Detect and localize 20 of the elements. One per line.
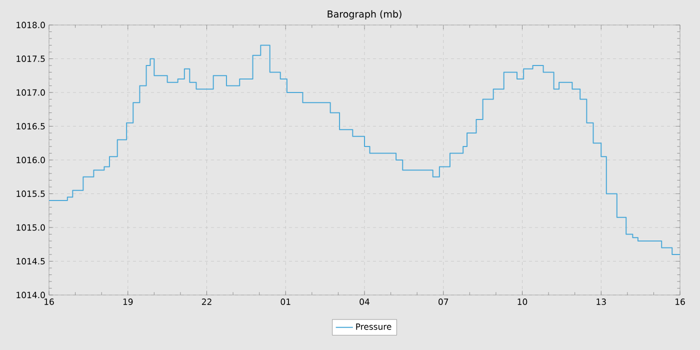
y-tick-label: 1014.0 — [16, 292, 45, 298]
y-tick-label: 1016.0 — [16, 156, 45, 164]
y-tick-label: 1017.0 — [16, 89, 45, 96]
x-tick-label: 13 — [596, 298, 606, 305]
x-tick-label: 16 — [44, 298, 54, 305]
x-tick-label: 07 — [438, 298, 448, 305]
y-tick-label: 1016.5 — [16, 123, 45, 130]
x-tick-label: 04 — [360, 298, 370, 305]
y-tick-label: 1018.0 — [16, 22, 45, 28]
x-tick-label: 19 — [123, 298, 133, 305]
chart-title: Barograph (mb) — [328, 10, 402, 20]
x-tick-label: 10 — [518, 298, 528, 305]
x-tick-label: 16 — [676, 298, 685, 305]
x-tick-label: 01 — [280, 298, 290, 305]
y-tick-label: 1014.5 — [16, 258, 45, 264]
legend-label: Pressure — [356, 324, 392, 330]
y-tick-label: 1015.0 — [16, 224, 45, 231]
y-tick-label: 1017.5 — [16, 56, 45, 62]
x-tick-label: 22 — [202, 298, 212, 305]
y-tick-label: 1015.5 — [16, 190, 45, 197]
